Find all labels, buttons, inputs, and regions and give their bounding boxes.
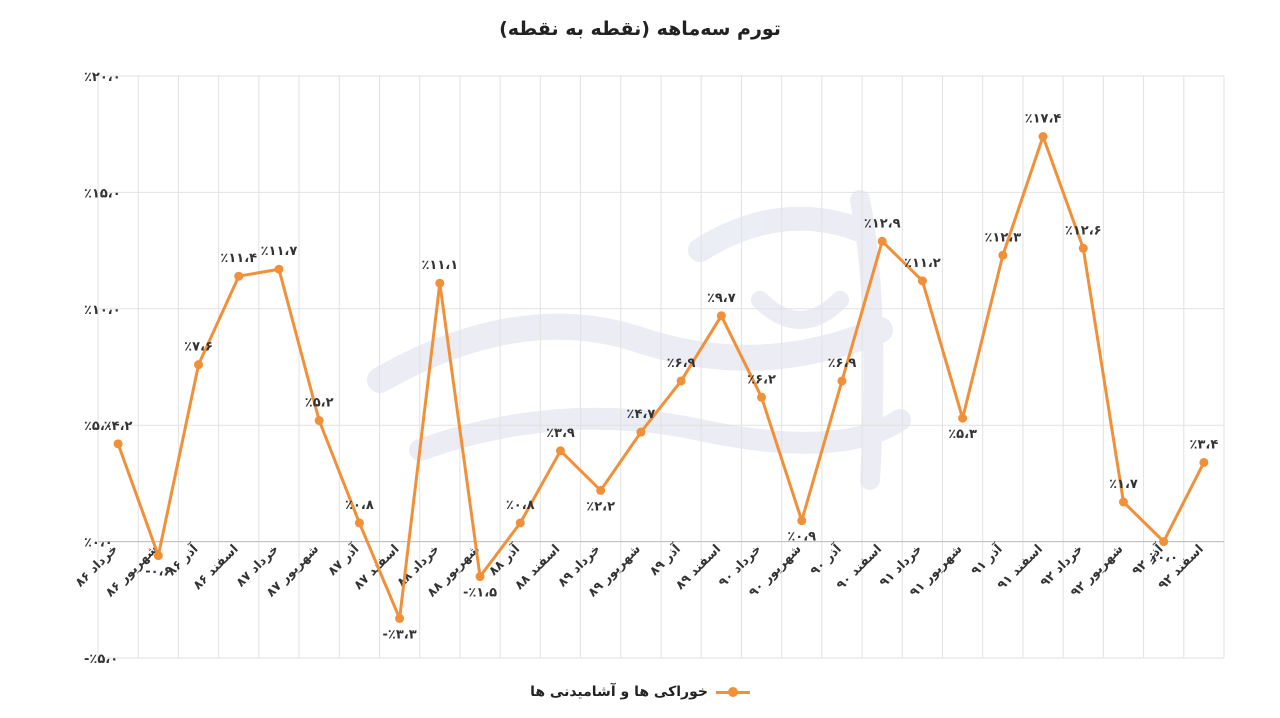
x-tick-label: آذر ۹۰	[807, 541, 845, 579]
y-tick-label: ٪۰،۰	[84, 536, 113, 551]
data-label: ٪۹،۷	[707, 291, 736, 306]
data-label: ٪۲،۲	[586, 499, 615, 514]
data-point	[958, 413, 968, 423]
data-point	[194, 360, 204, 370]
data-label: ٪۰،۰	[1149, 551, 1178, 566]
data-point	[596, 485, 606, 495]
data-point	[716, 311, 726, 321]
data-point	[1199, 457, 1209, 467]
data-label: ٪۳،۴	[1190, 437, 1219, 452]
series-line-path	[116, 135, 1206, 620]
data-point	[1038, 132, 1048, 142]
data-point	[1078, 243, 1088, 253]
data-point	[153, 551, 163, 561]
data-label: ٪۱۱،۱	[421, 258, 458, 273]
y-tick-label: ٪۱۵،۰	[84, 186, 121, 201]
data-point	[435, 278, 445, 288]
x-tick-label: آذر ۸۹	[646, 541, 684, 579]
data-label: ٪۱۱،۷	[261, 244, 298, 259]
data-label: ٪۱۱،۲	[904, 256, 941, 271]
data-point	[113, 439, 123, 449]
data-label: ٪۴،۷	[627, 407, 656, 422]
data-point	[1118, 497, 1128, 507]
chart-title: تورم سه‌ماهه (نقطه به نقطه)	[499, 18, 781, 40]
legend-swatch	[715, 685, 750, 699]
data-label: ٪۱۱،۴	[220, 251, 257, 266]
data-label: ٪۱،۷	[1109, 477, 1138, 492]
y-tick-label: ٪۵،۰	[84, 419, 113, 434]
data-label: ٪۵،۳	[948, 427, 977, 442]
data-label: ٪۱۲،۹	[864, 216, 901, 231]
data-point	[234, 271, 244, 281]
data-point	[314, 416, 324, 426]
data-label: ٪۱۲،۳	[984, 230, 1021, 245]
data-point	[757, 392, 767, 402]
y-tick-label: ٪۵،۰-	[84, 652, 118, 667]
legend-label: خوراکی ها و آشامیدنی ها	[530, 684, 708, 700]
data-point	[475, 572, 485, 582]
data-labels: ٪۴،۲ ۰،۶- ٪۷،۶ ٪۱۱،۴ ٪۱۱،۷ ٪۵،۲ ٪۰،۸ ٪۳،۳- ٪۱۱،۱…	[104, 112, 1219, 643]
legend: خوراکی ها و آشامیدنی ها	[0, 684, 1280, 700]
data-label: ٪۱،۵-	[463, 586, 497, 601]
y-tick-label: ٪۱۰،۰	[84, 303, 121, 318]
data-label: ٪۶،۹	[667, 356, 696, 371]
data-label: ٪۴،۲	[104, 419, 133, 434]
data-point	[515, 518, 525, 528]
watermark-logo	[367, 190, 911, 490]
data-point	[1159, 537, 1169, 547]
data-point	[917, 276, 927, 286]
gridlines	[97, 75, 1225, 659]
data-point	[877, 236, 887, 246]
series-line	[113, 132, 1209, 623]
data-label: ٪۶،۹	[828, 356, 857, 371]
y-tick-label: ٪۲۰،۰	[84, 70, 121, 85]
data-label: ٪۰،۹	[787, 530, 816, 545]
data-point	[998, 250, 1008, 260]
data-point	[676, 376, 686, 386]
data-point	[395, 613, 405, 623]
data-point	[274, 264, 284, 274]
data-label: ٪۰،۸	[506, 498, 535, 513]
data-point	[636, 427, 646, 437]
data-point	[837, 376, 847, 386]
data-label: ٪۰،۸	[345, 498, 374, 513]
data-point	[354, 518, 364, 528]
x-tick-label: آذر ۸۷	[324, 541, 362, 579]
data-label: ٪۳،۹	[546, 426, 575, 441]
y-axis: ٪۵،۰- ٪۰،۰ ٪۵،۰ ٪۱۰،۰ ٪۱۵،۰ ٪۲۰،۰	[84, 70, 121, 667]
data-label: ٪۳،۳-	[383, 627, 417, 642]
data-label: ٪۵،۲	[305, 396, 334, 411]
x-tick-label: آذر ۹۱	[968, 541, 1006, 579]
data-point	[555, 446, 565, 456]
data-label: ٪۶،۲	[747, 372, 776, 387]
data-label: ٪۱۲،۶	[1065, 223, 1102, 238]
data-label: ٪۱۷،۴	[1025, 112, 1062, 127]
data-point	[797, 516, 807, 526]
data-label: ۰،۶-	[145, 565, 171, 580]
data-label: ٪۷،۶	[184, 340, 213, 355]
